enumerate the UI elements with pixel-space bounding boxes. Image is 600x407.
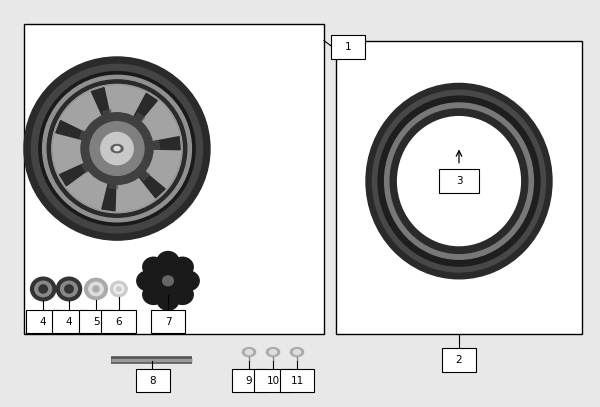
Polygon shape bbox=[102, 166, 116, 211]
Ellipse shape bbox=[24, 57, 210, 240]
Ellipse shape bbox=[31, 64, 203, 233]
Ellipse shape bbox=[89, 282, 103, 295]
FancyBboxPatch shape bbox=[442, 348, 476, 372]
Ellipse shape bbox=[39, 285, 47, 293]
Polygon shape bbox=[91, 88, 113, 132]
Ellipse shape bbox=[52, 85, 182, 213]
Ellipse shape bbox=[155, 269, 181, 293]
Ellipse shape bbox=[116, 287, 121, 291]
Polygon shape bbox=[109, 166, 118, 188]
Ellipse shape bbox=[101, 132, 133, 165]
FancyBboxPatch shape bbox=[232, 369, 266, 392]
Ellipse shape bbox=[137, 271, 158, 291]
Ellipse shape bbox=[143, 285, 164, 304]
Polygon shape bbox=[125, 93, 157, 135]
Ellipse shape bbox=[43, 75, 191, 222]
Polygon shape bbox=[134, 137, 180, 150]
Ellipse shape bbox=[52, 85, 182, 213]
Text: 11: 11 bbox=[290, 376, 304, 385]
Ellipse shape bbox=[398, 117, 520, 245]
Polygon shape bbox=[136, 141, 160, 149]
Polygon shape bbox=[80, 131, 103, 144]
Ellipse shape bbox=[65, 285, 73, 293]
Ellipse shape bbox=[85, 278, 107, 300]
Circle shape bbox=[269, 350, 277, 354]
Text: 8: 8 bbox=[149, 376, 157, 385]
Circle shape bbox=[266, 348, 280, 357]
Ellipse shape bbox=[390, 109, 528, 254]
FancyBboxPatch shape bbox=[26, 310, 61, 333]
Polygon shape bbox=[127, 113, 145, 135]
FancyBboxPatch shape bbox=[101, 310, 136, 333]
Circle shape bbox=[114, 147, 120, 151]
FancyBboxPatch shape bbox=[254, 369, 292, 392]
Ellipse shape bbox=[178, 271, 199, 291]
Text: 9: 9 bbox=[245, 376, 253, 385]
Polygon shape bbox=[128, 160, 165, 198]
Polygon shape bbox=[82, 156, 104, 173]
Ellipse shape bbox=[172, 257, 193, 277]
Ellipse shape bbox=[114, 284, 124, 293]
Ellipse shape bbox=[163, 276, 173, 286]
Ellipse shape bbox=[110, 281, 127, 297]
Ellipse shape bbox=[47, 80, 187, 217]
Circle shape bbox=[242, 348, 256, 357]
Ellipse shape bbox=[31, 277, 56, 301]
Ellipse shape bbox=[143, 257, 164, 277]
Circle shape bbox=[293, 350, 301, 354]
FancyBboxPatch shape bbox=[52, 310, 86, 333]
Ellipse shape bbox=[56, 277, 82, 301]
Ellipse shape bbox=[172, 285, 193, 304]
Text: 3: 3 bbox=[455, 176, 463, 186]
Ellipse shape bbox=[93, 286, 99, 292]
Circle shape bbox=[245, 350, 253, 354]
Ellipse shape bbox=[61, 281, 77, 297]
Text: 4: 4 bbox=[40, 317, 47, 326]
Text: 2: 2 bbox=[455, 355, 463, 365]
Text: 10: 10 bbox=[266, 376, 280, 385]
Ellipse shape bbox=[373, 90, 545, 272]
Text: 4: 4 bbox=[65, 317, 73, 326]
Ellipse shape bbox=[385, 103, 533, 259]
Ellipse shape bbox=[90, 122, 144, 175]
Ellipse shape bbox=[157, 291, 179, 310]
Polygon shape bbox=[59, 156, 103, 186]
Ellipse shape bbox=[366, 83, 552, 279]
Ellipse shape bbox=[39, 72, 195, 225]
FancyBboxPatch shape bbox=[439, 169, 479, 193]
Circle shape bbox=[111, 144, 123, 153]
Ellipse shape bbox=[35, 281, 52, 297]
Polygon shape bbox=[56, 120, 101, 144]
Ellipse shape bbox=[378, 96, 540, 266]
FancyBboxPatch shape bbox=[280, 369, 314, 392]
Text: 5: 5 bbox=[92, 317, 100, 326]
Polygon shape bbox=[130, 160, 150, 180]
FancyBboxPatch shape bbox=[331, 35, 365, 59]
FancyBboxPatch shape bbox=[136, 369, 170, 392]
Bar bbox=[336, 41, 582, 334]
Bar bbox=[24, 24, 324, 334]
Polygon shape bbox=[103, 109, 115, 132]
Circle shape bbox=[290, 348, 304, 357]
Text: 1: 1 bbox=[344, 42, 352, 52]
Ellipse shape bbox=[81, 113, 153, 184]
FancyBboxPatch shape bbox=[151, 310, 185, 333]
FancyBboxPatch shape bbox=[79, 310, 113, 333]
Ellipse shape bbox=[157, 252, 179, 271]
Text: 7: 7 bbox=[164, 317, 172, 326]
Text: 6: 6 bbox=[115, 317, 122, 326]
